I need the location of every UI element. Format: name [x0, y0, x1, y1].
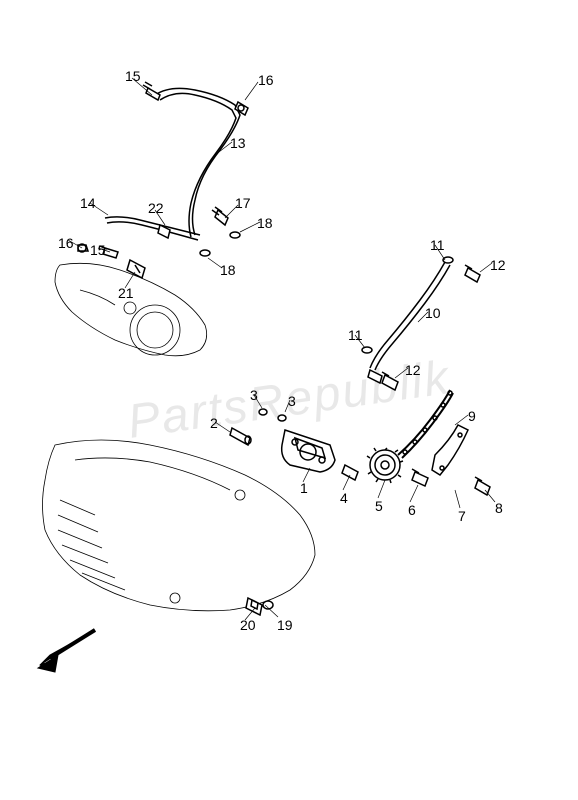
callout-label-1: 1	[300, 480, 308, 496]
callout-label-11b: 11	[348, 327, 363, 343]
callout-label-6: 6	[408, 502, 416, 518]
callout-label-21: 21	[118, 285, 134, 301]
callout-label-18a: 18	[257, 215, 273, 231]
callout-label-14: 14	[80, 195, 96, 211]
callout-label-12b: 12	[405, 362, 421, 378]
callout-label-18b: 18	[220, 262, 236, 278]
callout-label-12a: 12	[490, 257, 506, 273]
callout-label-7: 7	[458, 508, 466, 524]
callout-label-17: 17	[235, 195, 251, 211]
callout-label-15b: 15	[90, 242, 106, 258]
callout-label-8: 8	[495, 500, 503, 516]
callout-label-13: 13	[230, 135, 246, 151]
callout-label-9: 9	[468, 408, 476, 424]
callout-label-15a: 15	[125, 68, 141, 84]
callout-label-3a: 3	[250, 387, 258, 403]
callout-label-19: 19	[277, 617, 293, 633]
callout-label-20: 20	[240, 617, 256, 633]
callout-label-5: 5	[375, 498, 383, 514]
callout-label-16a: 16	[258, 72, 274, 88]
callout-label-11a: 11	[430, 237, 445, 253]
callout-label-3b: 3	[288, 393, 296, 409]
callout-label-10: 10	[425, 305, 441, 321]
callout-label-22: 22	[148, 200, 164, 216]
callout-label-16b: 16	[58, 235, 74, 251]
callout-label-4: 4	[340, 490, 348, 506]
callout-label-2: 2	[210, 415, 218, 431]
